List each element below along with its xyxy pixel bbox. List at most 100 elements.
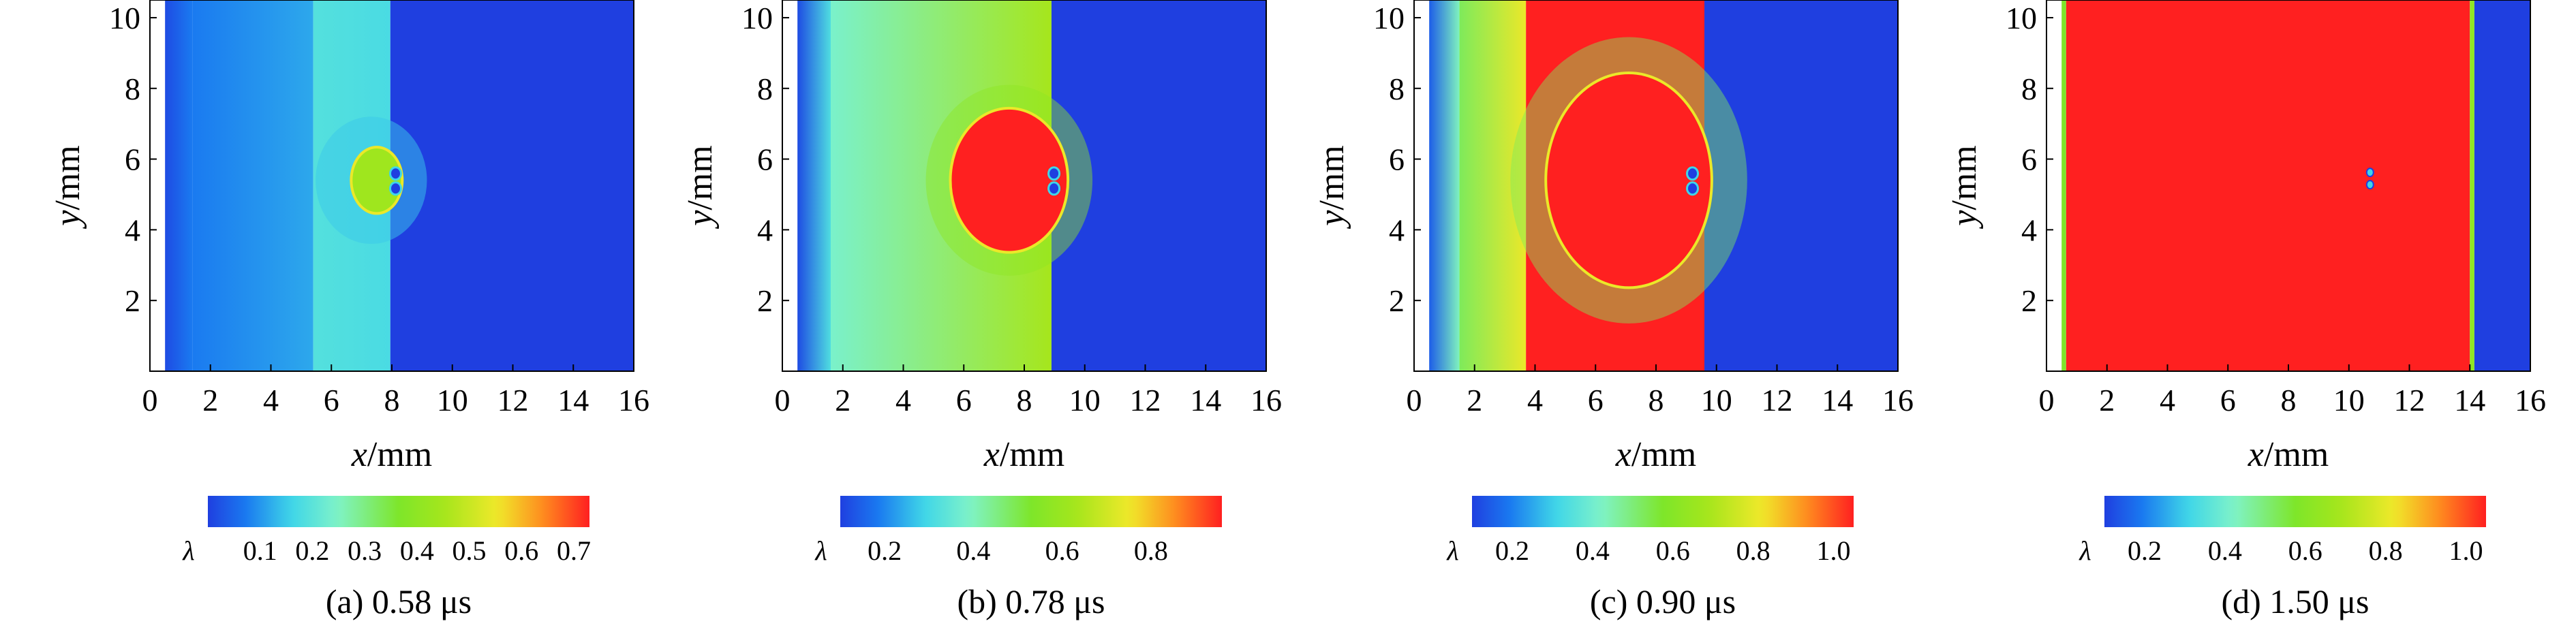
y-axis-label: y/mm	[1945, 145, 1984, 229]
vortex-lower	[389, 181, 403, 196]
x-tick-label: 16	[1882, 383, 1914, 418]
y-tick-label: 6	[1389, 142, 1405, 177]
colorbar-tick-label: 0.3	[348, 535, 382, 566]
colorbar	[840, 496, 1222, 527]
colorbar-tick-label: 0.6	[1656, 535, 1690, 566]
y-axis-label: y/mm	[681, 145, 720, 229]
x-axis-var: x	[2248, 435, 2264, 474]
x-axis-label: x/mm	[983, 435, 1064, 474]
y-axis-var: y	[1945, 210, 1984, 230]
bubble-core	[1547, 74, 1711, 287]
y-tick-label: 2	[125, 283, 140, 318]
bubble-core	[352, 148, 401, 212]
colorbar-tick-label: 0.4	[2208, 535, 2242, 566]
x-axis-label: x/mm	[351, 435, 432, 474]
vortex-upper	[1047, 166, 1061, 181]
panel-caption: (b) 0.78 μs	[957, 582, 1105, 620]
colorbar-tick-label: 1.0	[1817, 535, 1851, 566]
y-axis-var: y	[1313, 210, 1351, 230]
y-tick-label: 4	[2021, 212, 2037, 247]
colorbar-tick-label: 0.2	[2128, 535, 2162, 566]
colorbar-tick-label: 0.8	[1736, 535, 1770, 566]
colorbar-tick-label: 0.7	[557, 535, 591, 566]
y-tick-label: 6	[2021, 142, 2037, 177]
field-band	[1459, 0, 1527, 371]
y-axis-var: y	[48, 210, 87, 230]
colorbar-symbol: λ	[814, 535, 827, 566]
y-tick-label: 6	[757, 142, 773, 177]
colorbar-symbol: λ	[2079, 535, 2091, 566]
x-tick-label: 0	[2039, 383, 2055, 418]
colorbar-symbol: λ	[1446, 535, 1458, 566]
field-band	[2470, 0, 2474, 371]
colorbar-tick-label: 0.2	[295, 535, 329, 566]
colorbar	[1472, 496, 1854, 527]
colorbar-tick-label: 0.6	[1045, 535, 1079, 566]
vortex-lower	[1686, 181, 1700, 196]
x-tick-label: 8	[384, 383, 400, 418]
field-band	[1429, 0, 1460, 371]
x-tick-label: 16	[618, 383, 649, 418]
y-axis-label: y/mm	[48, 145, 87, 229]
x-tick-label: 4	[2160, 383, 2175, 418]
x-axis-label: x/mm	[1615, 435, 1696, 474]
y-tick-label: 4	[1389, 212, 1405, 247]
y-tick-label: 10	[109, 1, 140, 35]
x-tick-label: 0	[142, 383, 158, 418]
x-tick-label: 2	[202, 383, 218, 418]
colorbar-tick-label: 0.4	[956, 535, 990, 566]
y-axis-var: y	[681, 210, 720, 230]
x-tick-label: 12	[1762, 383, 1793, 418]
x-tick-label: 14	[557, 383, 589, 418]
x-axis-unit: /mm	[1631, 435, 1696, 474]
x-tick-label: 10	[2333, 383, 2365, 418]
x-tick-label: 8	[1649, 383, 1664, 418]
y-tick-label: 6	[125, 142, 140, 177]
x-tick-label: 16	[2515, 383, 2546, 418]
x-axis-unit: /mm	[1000, 435, 1064, 474]
field-band	[1051, 0, 1266, 371]
x-tick-label: 2	[1467, 383, 1482, 418]
x-tick-label: 2	[835, 383, 850, 418]
y-axis-unit: /mm	[1945, 145, 1984, 210]
x-tick-label: 12	[497, 383, 529, 418]
panel-caption: (c) 0.90 μs	[1590, 582, 1736, 620]
x-tick-label: 4	[263, 383, 279, 418]
colorbar-tick-label: 0.4	[400, 535, 434, 566]
colorbar-tick-label: 0.8	[2369, 535, 2403, 566]
y-axis-unit: /mm	[681, 145, 720, 210]
x-axis-var: x	[983, 435, 1000, 474]
x-tick-label: 14	[1190, 383, 1221, 418]
field-band	[2061, 0, 2066, 371]
vortex-lower	[2365, 180, 2374, 190]
colorbar	[2104, 496, 2486, 527]
x-tick-label: 6	[324, 383, 339, 418]
x-axis-unit: /mm	[367, 435, 432, 474]
field-band	[2066, 0, 2470, 371]
panel-caption: (a) 0.58 μs	[326, 582, 472, 620]
x-tick-label: 8	[2281, 383, 2297, 418]
colorbar	[208, 496, 589, 527]
x-tick-label: 12	[1130, 383, 1161, 418]
vortex-upper	[389, 166, 403, 181]
y-axis-unit: /mm	[48, 145, 87, 210]
y-tick-label: 4	[125, 212, 140, 247]
x-axis-unit: /mm	[2264, 435, 2329, 474]
bubble-core	[951, 109, 1067, 251]
field-band	[165, 0, 193, 371]
y-tick-label: 8	[757, 72, 773, 106]
x-tick-label: 4	[1527, 383, 1543, 418]
y-tick-label: 8	[125, 72, 140, 106]
x-axis-var: x	[1615, 435, 1631, 474]
panel-caption: (d) 1.50 μs	[2221, 582, 2369, 620]
x-tick-label: 0	[775, 383, 791, 418]
x-tick-label: 0	[1407, 383, 1422, 418]
x-tick-label: 2	[2099, 383, 2115, 418]
field-band	[390, 0, 634, 371]
vortex-lower	[1047, 181, 1061, 196]
x-tick-label: 16	[1251, 383, 1282, 418]
x-tick-label: 8	[1017, 383, 1032, 418]
